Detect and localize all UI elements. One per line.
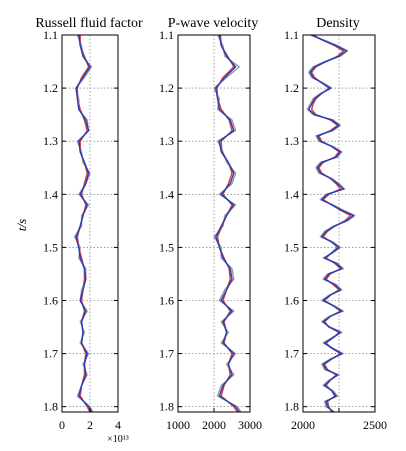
y-tick-label: 1.6 — [159, 293, 174, 307]
x-ticks: 0 2 4 — [59, 408, 121, 432]
chart-title: P-wave velocity — [168, 16, 259, 31]
grid-lines — [303, 35, 375, 412]
x-ticks: 2000 2500 — [291, 408, 387, 432]
y-tick-label: 1.4 — [159, 187, 174, 201]
x-tick-label: 2 — [87, 418, 93, 432]
chart-panel-russell: Russell fluid factor 1.11.21.31.41.51.61… — [35, 16, 143, 445]
y-tick-label: 1.5 — [284, 240, 299, 254]
y-tick-label: 1.6 — [43, 293, 58, 307]
y-tick-label: 1.8 — [43, 400, 58, 414]
y-ticks: 1.1 1.2 1.3 1.4 1.5 1.6 1.7 1.8 — [159, 28, 250, 414]
chart-panel-density: Density 1.1 1.2 1.3 1.4 1.5 1.6 1.7 1.8 2000 250… — [284, 16, 387, 432]
y-tick-label: 1.8 — [284, 400, 299, 414]
grid-lines — [178, 35, 250, 412]
y-ticks: 1.1 1.2 1.3 1.4 1.5 1.6 1.7 1.8 — [43, 28, 118, 414]
y-tick-label: 1.2 — [43, 81, 58, 95]
series-line — [75, 34, 93, 413]
chart-panel-p-wave: P-wave velocity 1.1 1.2 1.3 1.4 1.5 1.6 1.7 1.8… — [159, 16, 262, 432]
x-ticks: 1000 2000 3000 — [166, 408, 262, 432]
series-lines — [213, 34, 242, 413]
x-tick-label: 4 — [115, 418, 121, 432]
y-tick-label: 1.6 — [284, 293, 299, 307]
series-line — [213, 34, 242, 413]
y-tick-label: 1.5 — [159, 240, 174, 254]
series-lines — [73, 34, 94, 413]
y-tick-label: 1.4 — [284, 187, 299, 201]
y-tick-label: 1.1 — [43, 28, 58, 42]
chart-title: Density — [316, 16, 360, 31]
series-line — [308, 34, 355, 413]
chart-title: Russell fluid factor — [35, 16, 143, 31]
y-tick-label: 1.7 — [284, 347, 299, 361]
y-tick-label: 1.7 — [43, 347, 58, 361]
series-line — [73, 34, 94, 413]
y-ticks: 1.1 1.2 1.3 1.4 1.5 1.6 1.7 1.8 — [284, 28, 375, 414]
series-line — [215, 34, 240, 413]
x-tick-label: 2000 — [202, 418, 226, 432]
y-tick-label: 1.3 — [284, 134, 299, 148]
x-tick-label: 2000 — [291, 418, 315, 432]
y-tick-label: 1.3 — [159, 134, 174, 148]
x-tick-label: 1000 — [166, 418, 190, 432]
grid-lines — [62, 35, 118, 412]
x-tick-label: 0 — [59, 418, 65, 432]
y-tick-label: 1.7 — [159, 347, 174, 361]
y-tick-label: 1.5 — [43, 240, 58, 254]
y-axis-label: t/s — [14, 219, 29, 231]
y-tick-label: 1.1 — [284, 28, 299, 42]
y-tick-label: 1.8 — [159, 400, 174, 414]
series-line — [306, 34, 356, 413]
x-tick-label: 2500 — [363, 418, 387, 432]
y-tick-label: 1.2 — [284, 81, 299, 95]
y-tick-label: 1.1 — [159, 28, 174, 42]
y-tick-label: 1.2 — [159, 81, 174, 95]
series-line — [310, 34, 352, 413]
x-exponent-label: ×10¹³ — [107, 434, 129, 445]
series-lines — [306, 34, 356, 413]
y-tick-label: 1.3 — [43, 134, 58, 148]
y-tick-label: 1.4 — [43, 187, 58, 201]
x-tick-label: 3000 — [238, 418, 262, 432]
